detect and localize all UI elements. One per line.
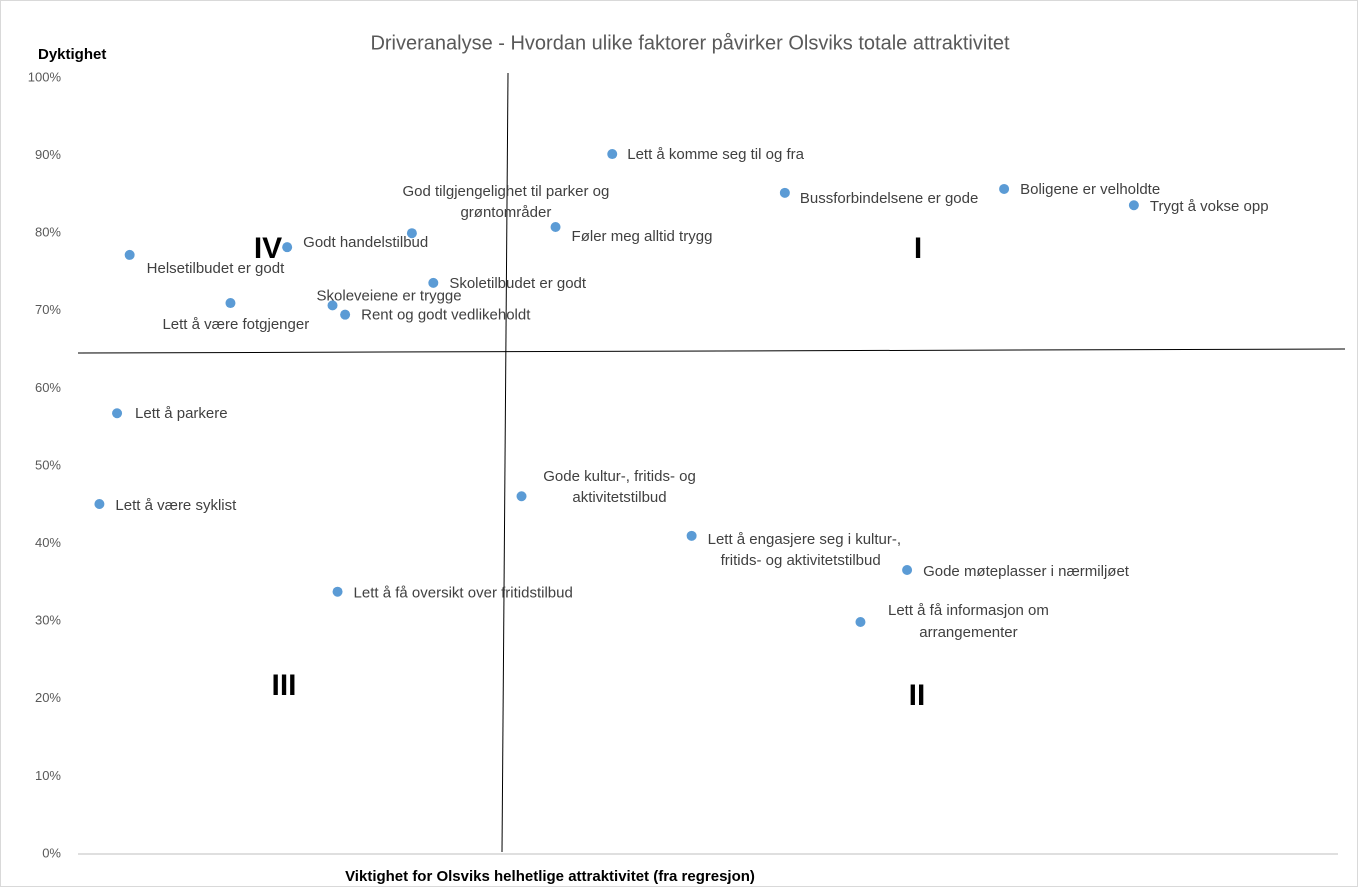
point xyxy=(225,298,236,309)
data-label: Trygt å vokse opp xyxy=(1150,198,1269,215)
data-label: Lett å komme seg til og fra xyxy=(627,146,804,163)
data-label: Lett å parkere xyxy=(135,405,228,422)
data-label: Godt handelstilbud xyxy=(303,234,428,251)
y-tick-label: 0% xyxy=(42,845,61,860)
quadrant-label: IV xyxy=(254,232,282,265)
point xyxy=(327,300,338,311)
data-label: Gode møteplasser i nærmiljøet xyxy=(923,563,1130,580)
point xyxy=(94,499,105,510)
point xyxy=(112,408,123,419)
data-label: Boligene er velholdte xyxy=(1020,181,1160,198)
data-label: grøntområder xyxy=(460,204,551,221)
data-label: aktivitetstilbud xyxy=(572,489,666,506)
y-axis-label: Dyktighet xyxy=(38,46,106,63)
point xyxy=(779,187,790,198)
point xyxy=(406,228,417,239)
data-label: Føler meg alltid trygg xyxy=(572,228,713,245)
data-label: Lett å engasjere seg i kultur-, xyxy=(708,531,901,548)
point xyxy=(124,249,135,260)
point xyxy=(332,586,343,597)
y-tick-label: 30% xyxy=(35,613,61,628)
data-label: God tilgjengelighet til parker og xyxy=(403,183,610,200)
data-label: Rent og godt vedlikeholdt xyxy=(361,307,531,324)
y-tick-label: 80% xyxy=(35,225,61,240)
x-axis-label: Viktighet for Olsviks helhetlige attrakt… xyxy=(345,868,755,885)
data-label: Lett å være syklist xyxy=(115,497,237,514)
data-label: Helsetilbudet er godt xyxy=(147,260,285,277)
quadrant-label: II xyxy=(909,679,926,712)
data-label: Skoletilbudet er godt xyxy=(449,275,587,292)
y-tick-label: 20% xyxy=(35,690,61,705)
data-label: Lett å få informasjon om xyxy=(888,602,1049,619)
point xyxy=(855,616,866,627)
point xyxy=(340,309,351,320)
point xyxy=(902,564,913,575)
point xyxy=(282,242,293,253)
point xyxy=(607,149,618,160)
y-tick-label: 100% xyxy=(28,69,62,84)
y-tick-label: 60% xyxy=(35,380,61,395)
point xyxy=(516,491,527,502)
data-label: arrangementer xyxy=(919,624,1017,641)
chart-title: Driveranalyse - Hvordan ulike faktorer p… xyxy=(370,32,1010,54)
data-label: Bussforbindelsene er gode xyxy=(800,190,978,207)
quadrant-divider xyxy=(77,348,1346,354)
point xyxy=(999,183,1010,194)
point xyxy=(686,530,697,541)
y-tick-label: 40% xyxy=(35,535,61,550)
quadrant-divider xyxy=(501,72,509,853)
data-label: Gode kultur-, fritids- og xyxy=(543,468,696,485)
point xyxy=(428,277,439,288)
point xyxy=(550,221,561,232)
y-tick-label: 50% xyxy=(35,457,61,472)
quadrant-label: I xyxy=(914,232,922,265)
y-tick-label: 10% xyxy=(35,768,61,783)
data-label: fritids- og aktivitetstilbud xyxy=(721,552,881,569)
y-tick-label: 70% xyxy=(35,302,61,317)
y-tick-label: 90% xyxy=(35,147,61,162)
data-label: Lett å være fotgjenger xyxy=(162,316,309,333)
data-label: Skoleveiene er trygge xyxy=(317,287,462,304)
quadrant-label: III xyxy=(271,669,296,702)
data-label: Lett å få oversikt over fritidstilbud xyxy=(354,585,573,602)
point xyxy=(1128,200,1139,211)
